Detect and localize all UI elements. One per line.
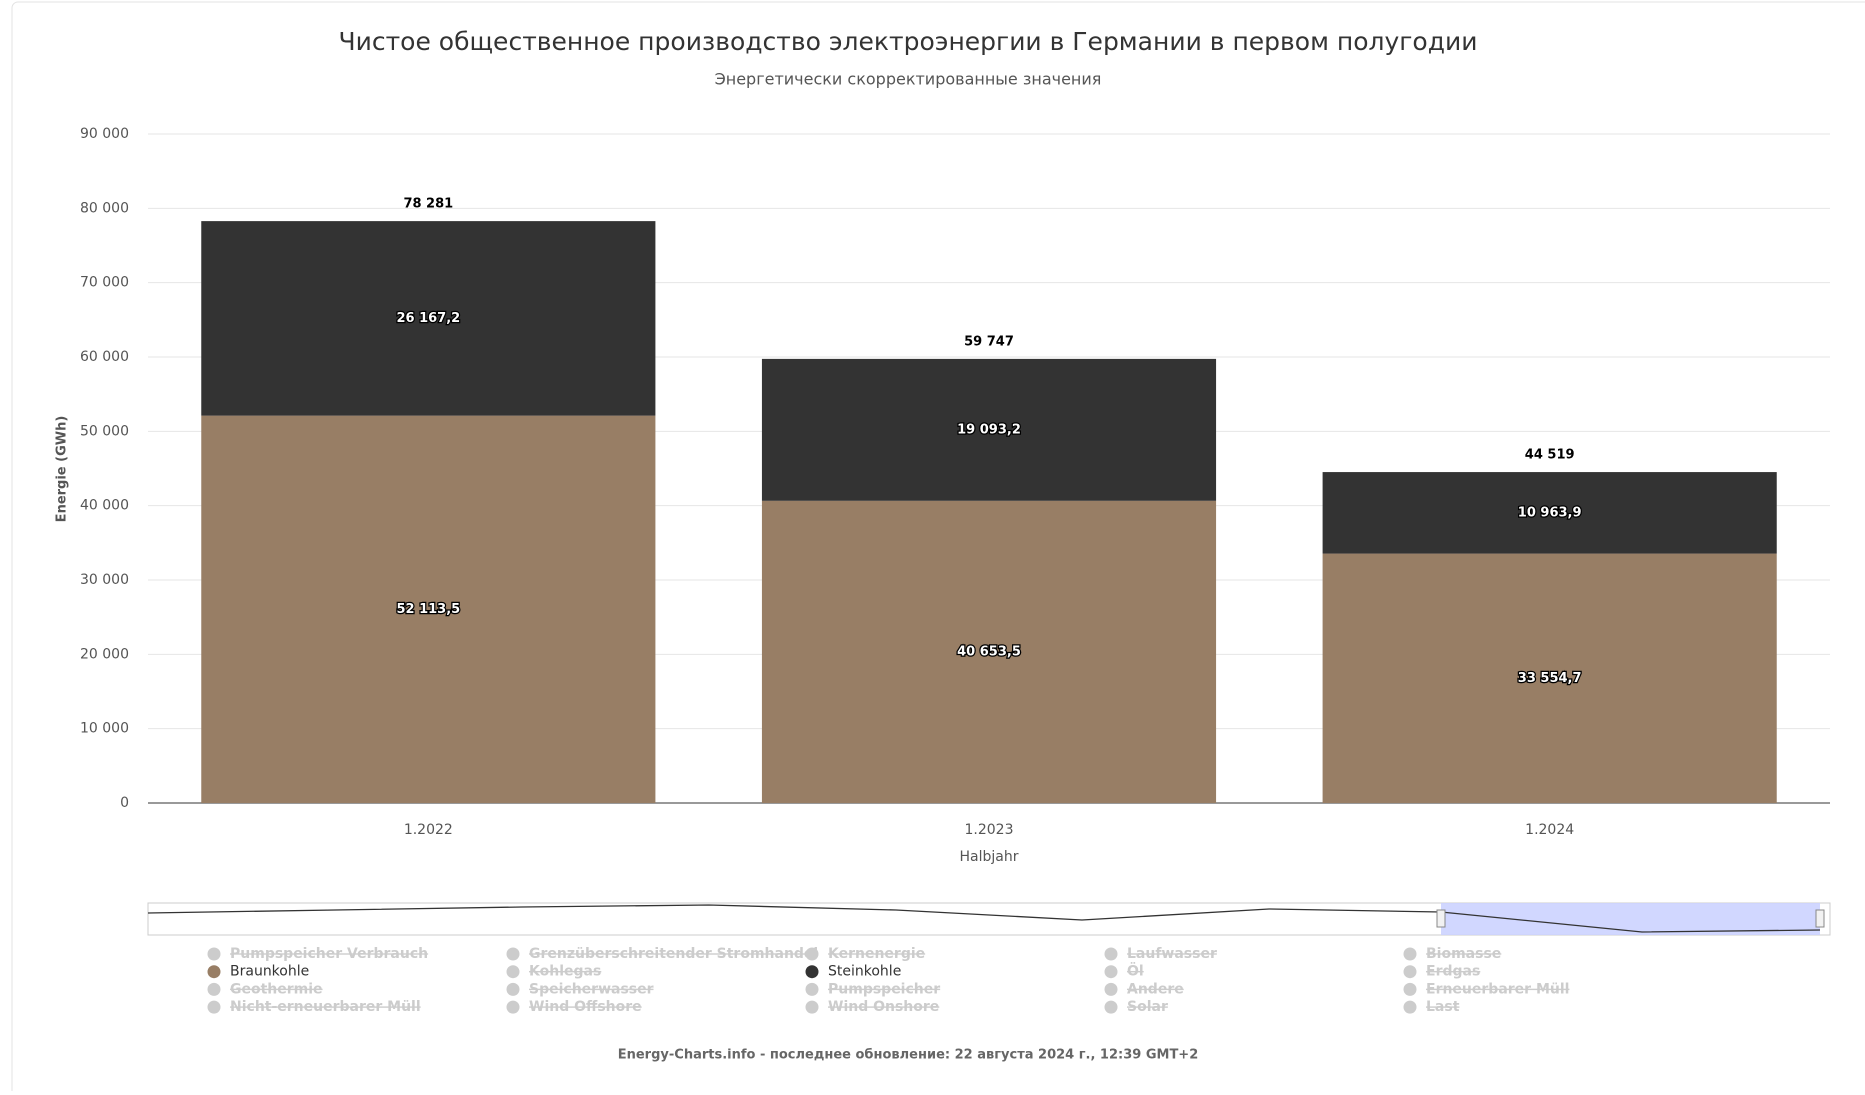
legend-marker[interactable] <box>207 965 221 979</box>
legend-item[interactable]: Andere <box>1127 981 1184 997</box>
y-tick-label: 50 000 <box>80 423 129 439</box>
legend-marker[interactable] <box>207 1000 221 1014</box>
legend-marker[interactable] <box>1104 947 1118 961</box>
navigator-handle[interactable] <box>1815 909 1825 928</box>
legend-marker[interactable] <box>805 1000 819 1014</box>
bar-segment <box>1322 553 1777 803</box>
x-tick-label: 1.2022 <box>404 822 453 838</box>
y-tick-label: 20 000 <box>80 646 129 662</box>
x-tick-label: 1.2024 <box>1525 822 1574 838</box>
legend-item[interactable]: Braunkohle <box>230 964 309 980</box>
y-tick-label: 80 000 <box>80 200 129 216</box>
legend-item[interactable]: Kohlegas <box>529 964 601 980</box>
data-label: 10 963,9 <box>1518 505 1582 520</box>
legend-item[interactable]: Pumpspeicher Verbrauch <box>230 946 428 962</box>
legend-item[interactable]: Nicht-erneuerbarer Müll <box>230 999 421 1015</box>
y-tick-label: 90 000 <box>80 126 129 142</box>
data-label: 26 167,2 <box>396 311 460 326</box>
y-tick-label: 0 <box>120 795 129 811</box>
legend-item[interactable]: Wind Onshore <box>828 999 939 1015</box>
legend-item[interactable]: Erdgas <box>1426 964 1480 980</box>
legend-marker[interactable] <box>1403 947 1417 961</box>
legend-item[interactable]: Kernenergie <box>828 946 925 962</box>
legend-marker[interactable] <box>506 1000 520 1014</box>
data-label: 33 554,7 <box>1518 671 1582 686</box>
legend-marker[interactable] <box>207 947 221 961</box>
legend-marker[interactable] <box>506 965 520 979</box>
legend-marker[interactable] <box>207 982 221 996</box>
legend-marker[interactable] <box>1104 982 1118 996</box>
legend-item[interactable]: Pumpspeicher <box>828 981 940 997</box>
data-label: 40 653,5 <box>957 644 1021 659</box>
legend-marker[interactable] <box>1104 965 1118 979</box>
legend-marker[interactable] <box>1104 1000 1118 1014</box>
chart-subtitle: Энергетически скорректированные значения <box>715 70 1102 89</box>
x-tick-label: 1.2023 <box>965 822 1014 838</box>
x-axis-title: Halbjahr <box>960 849 1019 865</box>
bar-segment <box>201 221 656 416</box>
legend-item[interactable]: Wind Offshore <box>529 999 642 1015</box>
y-tick-label: 30 000 <box>80 572 129 588</box>
legend-marker[interactable] <box>805 947 819 961</box>
legend-marker[interactable] <box>805 965 819 979</box>
navigator-window[interactable] <box>1441 903 1820 935</box>
legend-marker[interactable] <box>1403 965 1417 979</box>
legend-marker[interactable] <box>805 982 819 996</box>
legend-item[interactable]: Grenzüberschreitender Stromhandel <box>529 946 818 962</box>
bar-segment <box>761 358 1217 501</box>
legend-item[interactable]: Solar <box>1127 999 1168 1015</box>
legend-item[interactable]: Laufwasser <box>1127 946 1217 962</box>
legend-marker[interactable] <box>1403 982 1417 996</box>
footer: Energy-Charts.info - последнее обновлени… <box>618 1048 1199 1063</box>
total-label: 44 519 <box>1525 448 1575 463</box>
y-tick-label: 70 000 <box>80 275 129 291</box>
navigator-handle[interactable] <box>1436 909 1446 928</box>
legend-item[interactable]: Speicherwasser <box>529 981 654 997</box>
chart-title: Чистое общественное производство электро… <box>338 27 1477 56</box>
data-label: 19 093,2 <box>957 422 1021 437</box>
navigator-line <box>147 904 1821 933</box>
legend-marker[interactable] <box>1403 1000 1417 1014</box>
bar-segment <box>1322 472 1777 554</box>
legend-item[interactable]: Öl <box>1127 962 1144 980</box>
bar-segment <box>761 500 1217 803</box>
y-axis-title: Energie (GWh) <box>55 416 70 523</box>
total-label: 78 281 <box>403 197 453 212</box>
legend-item[interactable]: Biomasse <box>1426 946 1501 962</box>
legend-item[interactable]: Geothermie <box>230 981 323 997</box>
legend-item[interactable]: Steinkohle <box>828 964 901 980</box>
navigator[interactable] <box>147 902 1831 936</box>
legend-marker[interactable] <box>506 982 520 996</box>
y-tick-label: 10 000 <box>80 721 129 737</box>
total-label: 59 747 <box>964 334 1014 349</box>
y-tick-label: 60 000 <box>80 349 129 365</box>
bar-segment <box>201 415 656 803</box>
legend-item[interactable]: Last <box>1426 999 1460 1015</box>
y-tick-label: 40 000 <box>80 498 129 514</box>
legend-marker[interactable] <box>506 947 520 961</box>
data-label: 52 113,5 <box>396 602 460 617</box>
legend-item[interactable]: Erneuerbarer Müll <box>1426 981 1569 997</box>
